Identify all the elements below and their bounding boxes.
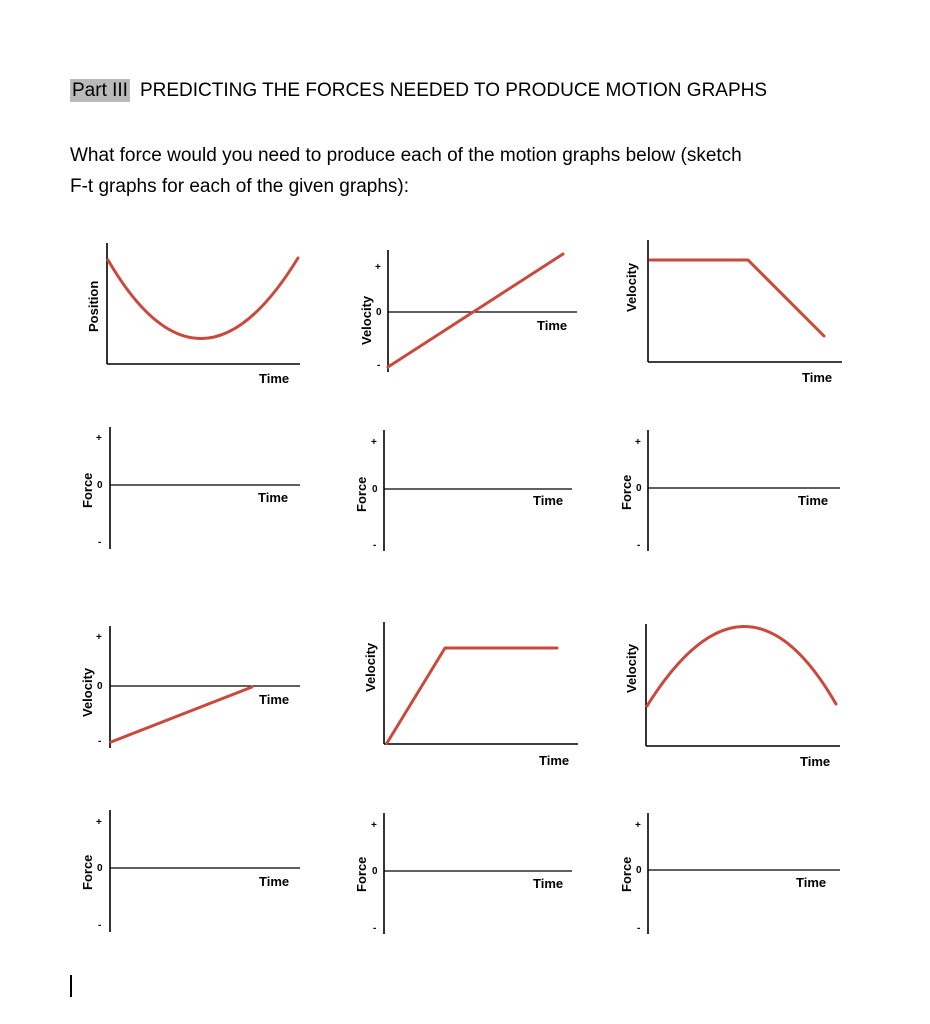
plus-sign: + [635,437,641,448]
velocity-curve [645,625,838,708]
x-axis-label: Time [539,753,569,768]
graph-force-time-5: + 0 - Time Force [354,813,572,934]
question-line-1: What force would you need to produce eac… [70,145,742,166]
graph-force-time-4: + 0 - Time Force [80,810,300,932]
velocity-line [386,252,565,369]
minus-sign: - [373,540,376,551]
plus-sign: + [371,437,377,448]
x-axis-label: Time [259,692,289,707]
graph-force-time-2: + 0 - Time Force [354,430,572,551]
y-axis-label: Position [86,281,101,332]
x-axis-label: Time [533,493,563,508]
graph-position-time: Time Position [86,243,300,386]
zero-mark: 0 [372,866,378,877]
minus-sign: - [98,920,101,931]
velocity-line [385,646,559,745]
minus-sign: - [637,923,640,934]
x-axis-label: Time [259,371,289,386]
graph-velocity-time-4: Time Velocity [363,622,578,768]
text-cursor [70,975,72,997]
velocity-line [648,258,826,338]
plus-sign: + [96,433,102,444]
graph-force-time-6: + 0 - Time Force [619,813,840,934]
plus-sign: + [375,262,381,273]
position-curve [106,256,300,340]
minus-sign: - [637,540,640,551]
y-axis-label: Force [619,475,634,510]
question-line-2: F-t graphs for each of the given graphs)… [70,176,410,197]
zero-mark: 0 [372,484,378,495]
y-axis-label: Velocity [624,262,639,312]
y-axis-label: Velocity [359,295,374,345]
graph-force-time-3: + 0 - Time Force [619,430,840,551]
y-axis-label: Velocity [624,643,639,693]
minus-sign: - [377,360,380,371]
y-axis-label: Force [354,857,369,892]
x-axis-label: Time [798,493,828,508]
section-title: PREDICTING THE FORCES NEEDED TO PRODUCE … [139,80,768,101]
x-axis-label: Time [800,754,830,769]
graph-velocity-time-3: + 0 - Time Velocity [80,626,300,748]
zero-mark: 0 [636,483,642,494]
section-heading: Part III PREDICTING THE FORCES NEEDED TO … [70,79,768,102]
y-axis-label: Velocity [363,642,378,692]
plus-sign: + [96,632,102,643]
x-axis-label: Time [533,876,563,891]
zero-mark: 0 [97,480,103,491]
zero-mark: 0 [97,681,103,692]
plus-sign: + [635,820,641,831]
velocity-line [109,685,254,744]
y-axis-label: Force [80,855,95,890]
y-axis-label: Force [354,477,369,512]
x-axis-label: Time [259,874,289,889]
x-axis-label: Time [802,370,832,385]
plus-sign: + [96,817,102,828]
minus-sign: - [98,537,101,548]
plus-sign: + [371,820,377,831]
graph-velocity-time-1: + 0 - Time Velocity [359,250,577,372]
zero-mark: 0 [97,863,103,874]
y-axis-label: Force [619,857,634,892]
minus-sign: - [98,736,101,747]
graph-velocity-time-5: Time Velocity [624,624,840,769]
x-axis-label: Time [258,490,288,505]
zero-mark: 0 [376,307,382,318]
question-text: What force would you need to produce eac… [70,140,870,202]
x-axis-label: Time [796,875,826,890]
x-axis-label: Time [537,318,567,333]
graph-force-time-1: + 0 - Time Force [80,427,300,549]
graph-velocity-time-2: Time Velocity [624,240,842,385]
y-axis-label: Velocity [80,667,95,717]
minus-sign: - [373,923,376,934]
zero-mark: 0 [636,865,642,876]
y-axis-label: Force [80,473,95,508]
part-label: Part III [70,79,130,102]
